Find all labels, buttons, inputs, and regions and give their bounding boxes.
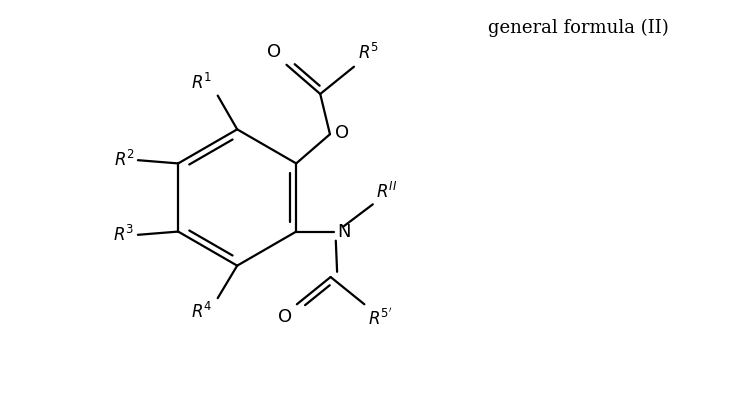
Text: O: O [335, 124, 349, 142]
Text: $R^2$: $R^2$ [114, 150, 134, 170]
Text: general formula (II): general formula (II) [488, 19, 669, 37]
Text: $R^{II}$: $R^{II}$ [376, 182, 397, 202]
Text: N: N [337, 222, 351, 241]
Text: $R^3$: $R^3$ [113, 225, 134, 245]
Text: $R^1$: $R^1$ [192, 73, 213, 93]
Text: $R^4$: $R^4$ [191, 302, 213, 322]
Text: $R^5$: $R^5$ [358, 43, 379, 63]
Text: O: O [277, 308, 291, 326]
Text: O: O [267, 43, 281, 61]
Text: $R^{5'}$: $R^{5'}$ [368, 308, 392, 329]
